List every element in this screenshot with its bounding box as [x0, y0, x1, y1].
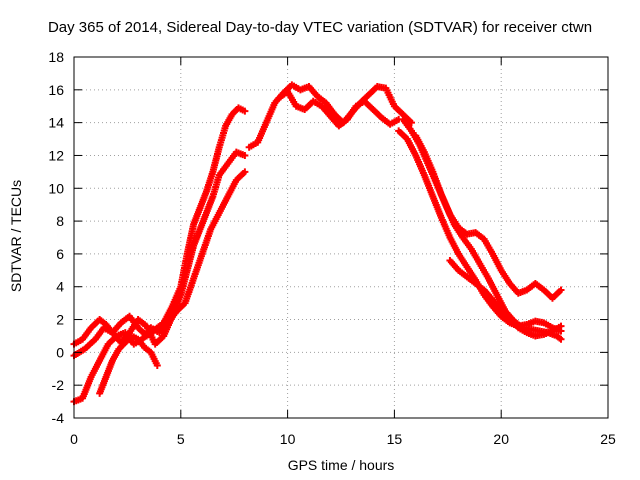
y-tick-label: 6 — [56, 246, 64, 262]
series-track-8 — [395, 127, 565, 335]
x-tick-label: 20 — [493, 431, 509, 447]
data-point — [241, 151, 249, 159]
plot-frame — [73, 56, 609, 419]
series-track-3 — [70, 168, 249, 406]
y-tick-label: 4 — [56, 279, 64, 295]
x-tick-label: 25 — [600, 431, 616, 447]
data-points — [70, 81, 565, 406]
chart-title: Day 365 of 2014, Sidereal Day-to-day VTE… — [47, 19, 593, 36]
x-tick-label: 15 — [387, 431, 403, 447]
grid-layer — [74, 57, 608, 418]
y-tick-label: 0 — [56, 344, 64, 360]
y-tick-label: -2 — [52, 377, 65, 393]
data-point — [241, 107, 249, 115]
series-track-4 — [96, 332, 161, 397]
data-point — [153, 361, 161, 369]
x-tick-label: 10 — [280, 431, 296, 447]
data-point — [557, 335, 565, 343]
y-tick-label: 10 — [48, 180, 64, 196]
data-point — [557, 322, 565, 330]
y-tick-label: 2 — [56, 312, 64, 328]
series-track-10 — [446, 256, 565, 340]
axis-ticks: -4 -2 0 2 4 6 8 10 12 14 16 18 0 5 10 15 20 25 — [48, 49, 616, 447]
x-axis-label: GPS time / hours — [287, 457, 395, 473]
y-tick-label: 16 — [48, 82, 64, 98]
y-tick-label: 12 — [48, 147, 64, 163]
series-track-1 — [70, 104, 249, 348]
y-tick-label: -4 — [52, 410, 65, 426]
y-tick-label: 8 — [56, 213, 64, 229]
x-tick-label: 0 — [70, 431, 78, 447]
series-track-6 — [275, 87, 403, 130]
x-tick-label: 5 — [177, 431, 185, 447]
data-point — [241, 168, 249, 176]
y-tick-label: 14 — [48, 115, 64, 131]
data-point — [557, 286, 565, 294]
series-track-9 — [412, 132, 565, 302]
y-tick-label: 18 — [48, 49, 64, 65]
